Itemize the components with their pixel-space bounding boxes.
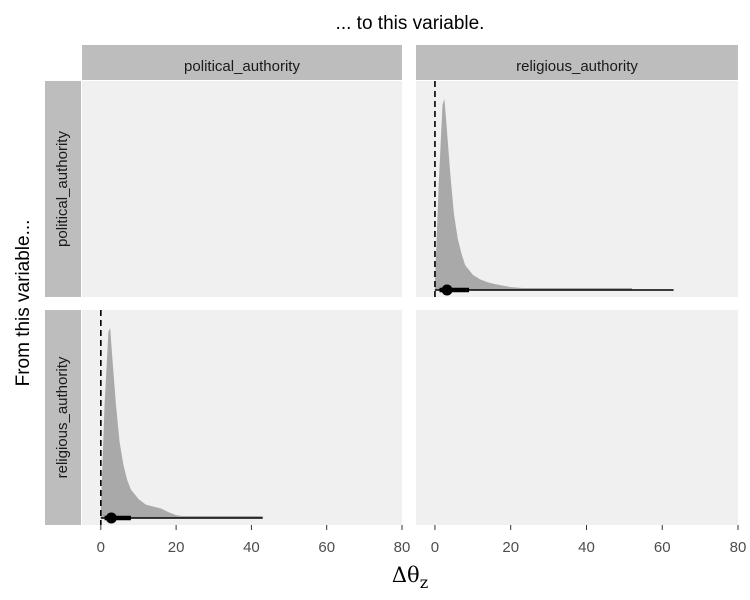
density-area [434,99,549,290]
x-tick-label: 20 [502,539,519,556]
column-strip-label: religious_authority [516,58,638,75]
x-tick-label: 60 [654,539,671,556]
row-strip-label: political_authority [54,131,71,247]
x-tick-label: 20 [168,539,185,556]
row-strip [45,81,81,297]
column-title: ... to this variable. [336,13,485,34]
x-tick-label: 80 [394,539,411,556]
x-tick-label: 60 [318,539,335,556]
point-estimate [105,512,117,524]
x-tick-label: 40 [243,539,260,556]
point-estimate [441,284,453,296]
x-tick-label: 40 [578,539,595,556]
row-title: From this variable... [13,220,34,387]
density-area [100,328,195,518]
panel-background [82,310,402,525]
column-strip [82,45,402,80]
x-tick-label: 0 [97,539,105,556]
panel-background [82,81,402,297]
panel-background [416,81,738,297]
panel-background [416,310,738,525]
x-tick-label: 0 [431,539,439,556]
column-strip-label: political_authority [184,58,300,75]
row-strip-label: religious_authority [54,356,71,478]
row-strip [45,310,81,525]
x-tick-label: 80 [730,539,747,556]
x-axis-label: Δθz [392,563,428,592]
column-strip [416,45,738,80]
